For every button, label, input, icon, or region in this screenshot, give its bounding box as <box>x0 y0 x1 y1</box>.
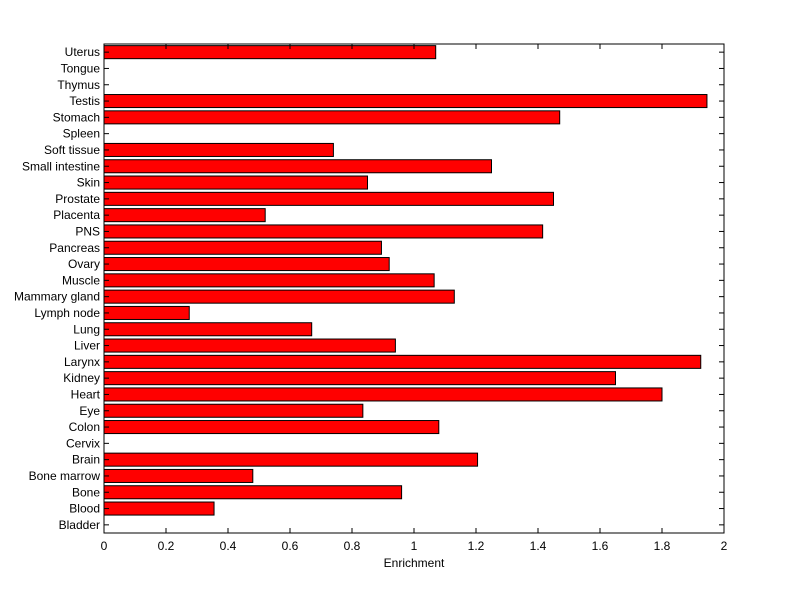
y-tick-label: Thymus <box>57 78 100 92</box>
bar-skin <box>103 175 368 190</box>
y-tick-label: Ovary <box>68 257 100 271</box>
bar-bone <box>103 485 403 500</box>
y-tick-label: Prostate <box>55 192 100 206</box>
x-tick-label: 1.4 <box>530 539 547 553</box>
y-tick-label: Liver <box>74 339 100 353</box>
bar-mammary-gland <box>103 289 455 304</box>
y-tick-label: Soft tissue <box>44 143 100 157</box>
bar-liver <box>103 338 396 353</box>
x-tick-label: 2 <box>721 539 728 553</box>
y-tick-label: Kidney <box>63 371 100 385</box>
bar-uterus <box>103 45 437 60</box>
bar-lung <box>103 322 313 337</box>
bar-pancreas <box>103 240 382 255</box>
y-tick-label: Eye <box>79 404 100 418</box>
x-tick-label: 1.8 <box>654 539 671 553</box>
y-tick-label: Larynx <box>64 355 100 369</box>
x-tick-label: 0.8 <box>344 539 361 553</box>
bar-bone-marrow <box>103 468 254 483</box>
y-tick-label: Skin <box>77 176 100 190</box>
y-tick-label: Mammary gland <box>14 290 100 304</box>
x-tick-label: 1.2 <box>468 539 485 553</box>
bar-kidney <box>103 371 616 386</box>
y-tick-label: Muscle <box>62 273 100 287</box>
bar-soft-tissue <box>103 142 334 157</box>
x-tick-label: 1 <box>411 539 418 553</box>
bars-layer <box>103 45 708 516</box>
y-tick-label: Pancreas <box>49 241 100 255</box>
x-axis-label: Enrichment <box>384 556 445 570</box>
x-axis: 0 0.2 0.4 0.6 0.8 1 1.2 1.4 1.6 1.8 2 <box>101 44 728 553</box>
y-tick-label: Colon <box>69 420 100 434</box>
bar-ovary <box>103 257 390 272</box>
y-tick-label: Uterus <box>65 45 100 59</box>
y-tick-label: Small intestine <box>22 159 100 173</box>
y-tick-label: Heart <box>71 387 101 401</box>
bar-testis <box>103 94 708 109</box>
y-tick-label: Stomach <box>53 110 100 124</box>
y-tick-label: Blood <box>69 502 100 516</box>
bar-pns <box>103 224 544 239</box>
bar-colon <box>103 420 440 435</box>
y-axis: Uterus Tongue Thymus Testis Stomach Spleen Sof… <box>14 45 724 532</box>
y-tick-label: Testis <box>69 94 100 108</box>
y-tick-label: Lymph node <box>34 306 100 320</box>
bar-heart <box>103 387 663 402</box>
x-tick-label: 0.4 <box>220 539 237 553</box>
y-tick-label: Bone <box>72 485 100 499</box>
y-tick-label: Cervix <box>66 436 100 450</box>
bar-muscle <box>103 273 435 288</box>
bar-stomach <box>103 110 561 125</box>
x-tick-label: 1.6 <box>592 539 609 553</box>
bar-placenta <box>103 208 266 223</box>
y-tick-label: Bone marrow <box>29 469 101 483</box>
y-tick-label: PNS <box>75 224 100 238</box>
y-tick-label: Bladder <box>59 518 100 532</box>
bar-blood <box>103 501 215 516</box>
bar-small-intestine <box>103 159 492 174</box>
x-tick-label: 0.6 <box>282 539 299 553</box>
y-tick-label: Tongue <box>61 61 101 75</box>
bar-lymph-node <box>103 305 190 320</box>
bar-larynx <box>103 354 702 369</box>
y-tick-label: Spleen <box>63 127 100 141</box>
y-tick-label: Lung <box>73 322 100 336</box>
bar-brain <box>103 452 479 467</box>
bar-eye <box>103 403 364 418</box>
y-tick-label: Placenta <box>53 208 100 222</box>
x-tick-label: 0 <box>101 539 108 553</box>
bar-prostate <box>103 191 554 206</box>
x-tick-label: 0.2 <box>158 539 175 553</box>
y-tick-label: Brain <box>72 453 100 467</box>
